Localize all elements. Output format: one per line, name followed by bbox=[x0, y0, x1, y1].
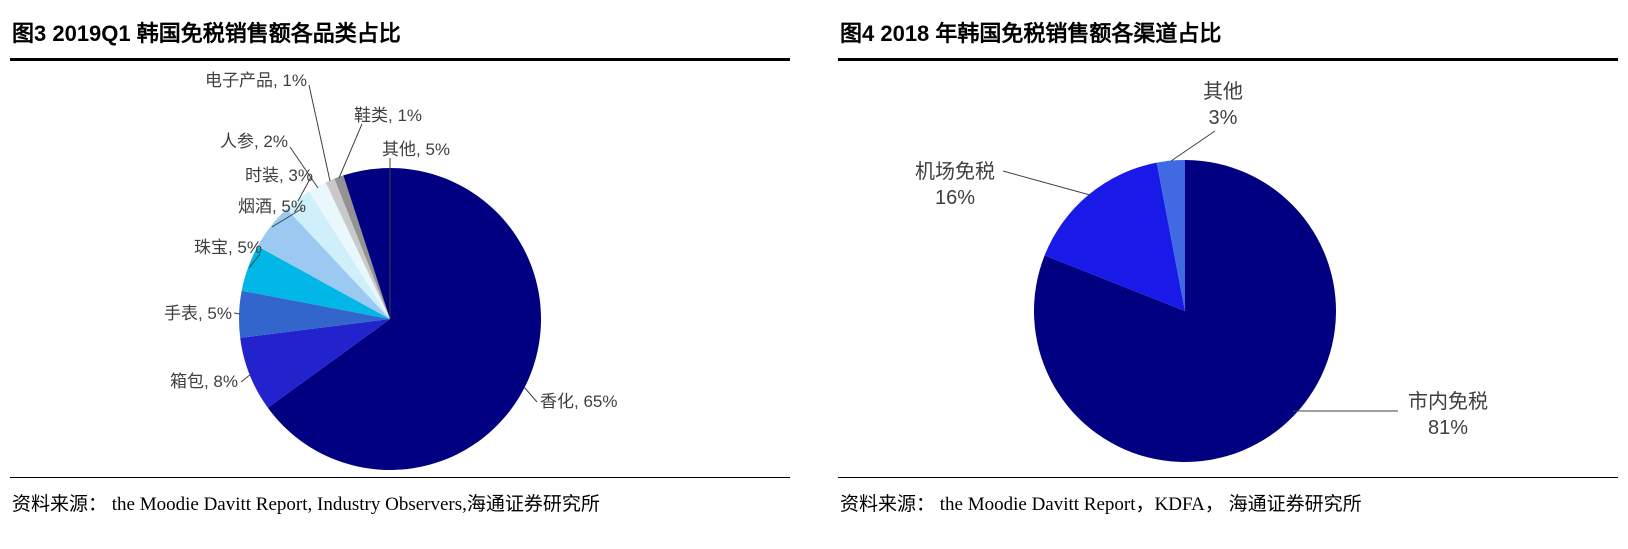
pie-slice-市内免税 bbox=[1033, 160, 1336, 462]
pie-label-箱包: 箱包, 8% bbox=[169, 372, 238, 391]
leader-line bbox=[240, 373, 252, 383]
pie-label-烟酒: 烟酒, 5% bbox=[237, 197, 306, 216]
leader-line bbox=[523, 386, 538, 403]
pie-label-香化: 香化, 65% bbox=[540, 392, 618, 411]
figure4-panel: 图4 2018 年韩国免税销售额各渠道占比 市内免税 81% 机场免税 16% 其他… bbox=[838, 0, 1618, 516]
figure3-title-rule bbox=[10, 58, 790, 61]
pie-slice-人参 bbox=[309, 182, 390, 319]
figure3-source: 资料来源： the Moodie Davitt Report, Industry… bbox=[12, 494, 600, 515]
pie-label-手表: 手表, 5% bbox=[163, 304, 232, 323]
pie-slice-电子产品 bbox=[325, 178, 390, 319]
figure4-channel-pie-chart: 市内免税 81% 机场免税 16% 其他 3% bbox=[838, 61, 1618, 477]
leader-line bbox=[271, 207, 304, 228]
pie-slice-香化 bbox=[267, 168, 541, 470]
pie-label-人参: 人参, 2% bbox=[219, 132, 288, 151]
leader-line bbox=[297, 176, 312, 202]
leader-line bbox=[1170, 130, 1216, 162]
leader-line bbox=[289, 146, 319, 189]
pie-label-其他: 其他, 5% bbox=[382, 140, 451, 159]
pie-label-市内免税: 市内免税 81% bbox=[1408, 391, 1488, 439]
pie-slice-鞋类 bbox=[334, 175, 390, 319]
pie-label-鞋类: 鞋类, 1% bbox=[354, 106, 423, 125]
pie-svg bbox=[233, 84, 541, 470]
pie-svg bbox=[1002, 130, 1398, 462]
pie-slice-手表 bbox=[238, 290, 390, 338]
figure4-source: 资料来源： the Moodie Davitt Report，KDFA， 海通证… bbox=[840, 494, 1362, 515]
figure4-bottom-rule bbox=[838, 477, 1618, 478]
figure3-title: 图3 2019Q1 韩国免税销售额各品类占比 bbox=[12, 21, 401, 46]
pie-label-电子产品: 电子产品, 1% bbox=[204, 71, 307, 90]
leader-line bbox=[1002, 170, 1091, 196]
figure3-panel: 图3 2019Q1 韩国免税销售额各品类占比 香化, 65% 箱包, 8% 手表, … bbox=[10, 0, 790, 516]
pie-label-机场免税: 机场免税 16% bbox=[915, 161, 995, 209]
figure4-title: 图4 2018 年韩国免税销售额各渠道占比 bbox=[840, 21, 1222, 46]
pie-slice-时装 bbox=[286, 191, 390, 319]
pie-slice-烟酒 bbox=[257, 208, 390, 319]
pie-label-其他: 其他 3% bbox=[1203, 81, 1243, 129]
pie-label-珠宝: 珠宝, 5% bbox=[193, 238, 262, 257]
pie-label-时装: 时装, 3% bbox=[244, 166, 313, 185]
figure3-category-pie-chart: 香化, 65% 箱包, 8% 手表, 5% 珠宝, 5% 烟酒, 5% 时装, 3% 人参,… bbox=[10, 61, 790, 477]
leader-line bbox=[248, 253, 261, 269]
pie-slice-机场免税 bbox=[1044, 162, 1185, 311]
figure3-bottom-rule bbox=[10, 477, 790, 478]
leader-line bbox=[233, 312, 241, 315]
pie-slice-其他 bbox=[343, 168, 390, 319]
pie-slice-珠宝 bbox=[241, 246, 390, 319]
pie-slice-箱包 bbox=[240, 319, 390, 408]
leader-line bbox=[338, 123, 363, 179]
figure4-title-rule bbox=[838, 58, 1618, 61]
pie-slice-其他 bbox=[1156, 160, 1185, 311]
leader-line bbox=[308, 84, 331, 182]
